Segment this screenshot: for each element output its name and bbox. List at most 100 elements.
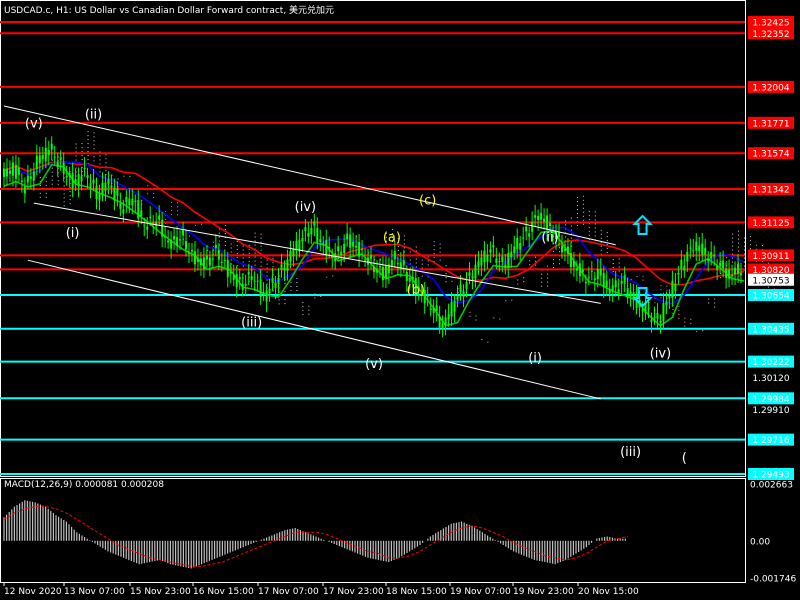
cloud-dot: [39, 180, 41, 182]
candle-body: [608, 289, 611, 294]
cloud-dot: [427, 264, 429, 266]
cloud-dot: [547, 273, 549, 275]
cloud-dot: [749, 248, 751, 250]
resistance-price-box: [748, 216, 794, 229]
arrow-up-icon: [632, 214, 653, 235]
cloud-dot: [523, 277, 525, 279]
candle-body: [190, 249, 193, 252]
cloud-dot: [266, 259, 268, 261]
cloud-dot: [302, 314, 304, 316]
candle-body: [614, 280, 617, 288]
cloud-dot: [260, 257, 262, 259]
cloud-dot: [391, 233, 393, 235]
wave-label: (ii): [85, 107, 102, 122]
candle-body: [414, 278, 417, 294]
cloud-dot: [87, 159, 89, 161]
cloud-dot: [254, 244, 256, 246]
cloud-dot: [81, 151, 83, 153]
support-price-label: 1.29493: [752, 471, 789, 481]
cloud-dot: [576, 201, 578, 203]
cloud-dot: [582, 223, 584, 225]
ichimoku-cloud: [39, 131, 775, 343]
cloud-dot: [254, 260, 256, 262]
candle-body: [316, 227, 319, 242]
candle-body: [447, 314, 450, 320]
candle-body: [468, 272, 471, 276]
cloud-dot: [690, 322, 692, 324]
candle-body: [182, 229, 185, 235]
cloud-dot: [666, 285, 668, 287]
cloud-dot: [690, 318, 692, 320]
cloud-dot: [63, 205, 65, 207]
cloud-dot: [600, 241, 602, 243]
cloud-dot: [39, 196, 41, 198]
candle-body: [32, 171, 35, 181]
resistance-price-label: 1.31574: [752, 150, 789, 160]
cloud-dot: [738, 246, 740, 248]
cloud-dot: [302, 310, 304, 312]
cloud-dot: [320, 295, 322, 297]
candle-body: [155, 221, 158, 227]
cloud-dot: [726, 261, 728, 263]
candle-body: [641, 309, 644, 312]
cloud-dot: [547, 285, 549, 287]
cloud-dot: [403, 247, 405, 249]
cloud-dot: [296, 286, 298, 288]
cloud-dot: [224, 224, 226, 226]
candle-body: [65, 175, 68, 177]
cloud-dot: [732, 261, 734, 263]
cloud-dot: [403, 239, 405, 241]
cloud-dot: [171, 209, 173, 211]
candle-body: [629, 291, 632, 297]
cloud-dot: [761, 245, 763, 247]
candle-body: [122, 209, 125, 214]
cloud-dot: [600, 237, 602, 239]
candle-body: [77, 174, 80, 187]
cloud-dot: [744, 265, 745, 267]
candle-body: [686, 251, 689, 262]
cloud-dot: [606, 236, 608, 238]
resistance-price-label: 1.32425: [752, 19, 789, 29]
x-tick-label: 15 Nov 23:00: [130, 587, 191, 597]
price-frame: [0, 0, 746, 477]
cloud-dot: [541, 285, 543, 287]
candle-body: [626, 288, 629, 298]
cloud-dot: [570, 217, 572, 219]
cloud-dot: [189, 235, 190, 237]
resistance-price-label: 1.31342: [752, 185, 789, 195]
candle-body: [441, 324, 444, 328]
candle-body: [164, 235, 167, 238]
candle-body: [110, 185, 113, 188]
candle-body: [710, 252, 713, 259]
cloud-dot: [93, 156, 95, 158]
candle-body: [662, 303, 665, 321]
candle-body: [346, 233, 349, 240]
candle-body: [283, 267, 286, 271]
cloud-dot: [326, 276, 328, 278]
cloud-dot: [63, 193, 65, 195]
resistance-price-box: [748, 147, 794, 160]
candle-body: [152, 222, 155, 224]
cloud-dot: [57, 180, 59, 182]
cloud-dot: [194, 224, 196, 226]
candle-body: [277, 277, 280, 285]
candle-body: [196, 258, 199, 262]
cloud-dot: [63, 181, 65, 183]
candle-body: [381, 267, 384, 281]
cloud-dot: [588, 210, 590, 212]
cloud-dot: [260, 245, 262, 247]
cloud-dot: [87, 139, 89, 141]
cloud-dot: [177, 202, 179, 204]
cloud-dot: [284, 283, 286, 285]
cloud-dot: [660, 297, 662, 299]
cloud-dot: [308, 309, 310, 311]
cloud-dot: [427, 276, 429, 278]
cloud-dot: [63, 201, 65, 203]
resistance-price-box: [748, 80, 794, 93]
candle-body: [247, 271, 250, 275]
cloud-dot: [588, 218, 590, 220]
candle-body: [265, 290, 268, 302]
cloud-dot: [594, 211, 596, 213]
candle-body: [214, 244, 217, 249]
cloud-dot: [570, 229, 572, 231]
